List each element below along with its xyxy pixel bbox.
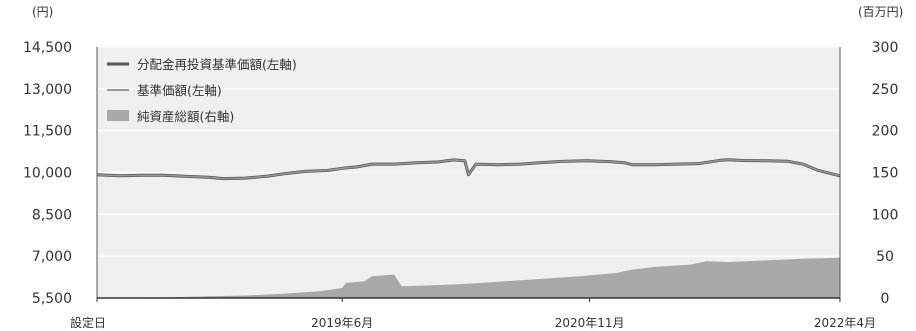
right-tick-label: 50: [876, 249, 894, 265]
legend-label-assets: 純資産総額(右軸): [137, 109, 234, 124]
legend: 分配金再投資基準価額(左軸) 基準価額(左軸) 純資産総額(右軸): [107, 57, 297, 124]
right-tick-label: 250: [872, 82, 899, 98]
legend-label-reinvested: 分配金再投資基準価額(左軸): [137, 57, 297, 72]
left-tick-label: 8,500: [32, 207, 72, 223]
right-axis-unit: (百万円): [858, 5, 903, 19]
right-tick-label: 150: [872, 166, 899, 182]
axes: [96, 47, 841, 299]
line-layer: [96, 158, 841, 181]
legend-label-nav: 基準価額(左軸): [137, 83, 222, 98]
x-tick-labels: 設定日 2019年6月 2020年11月 2022年4月: [70, 298, 876, 330]
series-assets-area: [97, 257, 840, 298]
right-tick-label: 0: [881, 291, 890, 307]
left-tick-labels: 5,500 7,000 8,500 10,000 11,500 13,000 14,500: [23, 40, 72, 307]
left-tick-label: 5,500: [32, 291, 72, 307]
left-tick-label: 7,000: [32, 249, 72, 265]
x-tick-label: 2022年4月: [814, 316, 876, 330]
right-tick-label: 200: [872, 124, 899, 140]
x-tick-label: 設定日: [70, 315, 106, 330]
area-layer: [97, 257, 840, 298]
x-tick-label: 2019年6月: [311, 316, 373, 330]
x-tick-label: 2020年11月: [555, 316, 625, 330]
left-tick-label: 14,500: [23, 40, 72, 56]
right-tick-label: 300: [872, 40, 899, 56]
series-nav-line: [96, 158, 841, 180]
right-tick-labels: 0 50 100 150 200 250 300: [872, 40, 899, 307]
left-axis-unit: (円): [32, 5, 53, 19]
right-tick-label: 100: [872, 207, 899, 223]
left-tick-label: 11,500: [23, 124, 72, 140]
legend-swatch-assets: [107, 110, 129, 121]
left-tick-label: 10,000: [23, 166, 72, 182]
left-tick-label: 13,000: [23, 82, 72, 98]
